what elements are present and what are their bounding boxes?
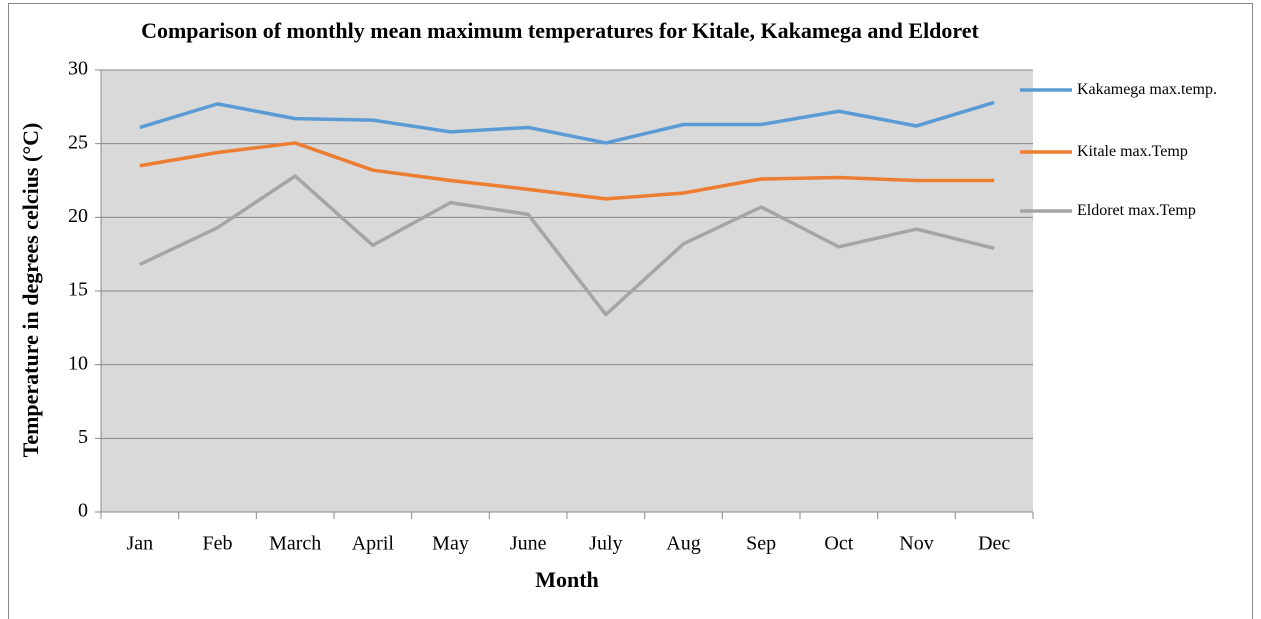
legend-label: Kitale max.Temp <box>1077 143 1188 160</box>
legend-label: Eldoret max.Temp <box>1077 202 1196 219</box>
x-tick-label: Feb <box>203 533 233 555</box>
x-tick-label: Dec <box>978 533 1010 555</box>
line-series <box>139 174 995 317</box>
x-axis-title: Month <box>535 567 599 592</box>
x-tick-label: Nov <box>899 533 933 555</box>
y-tick-label: 30 <box>68 58 88 80</box>
y-tick-label: 25 <box>68 131 88 153</box>
x-tick-label: March <box>269 533 321 555</box>
y-tick-label: 0 <box>78 500 88 522</box>
x-tick-label: Aug <box>666 533 700 555</box>
y-tick-label: 20 <box>68 205 88 227</box>
y-axis-title: Temperature in degrees celcius (°C) <box>18 123 43 458</box>
y-tick-label: 5 <box>78 426 88 448</box>
x-tick-label: Oct <box>824 533 853 555</box>
x-tick-label: April <box>352 533 395 555</box>
x-tick-label: Sep <box>746 533 776 555</box>
y-tick-label: 15 <box>68 279 88 301</box>
line-series <box>139 141 995 201</box>
x-tick-label: July <box>589 533 622 555</box>
y-tick-label: 10 <box>68 352 88 374</box>
x-tick-label: May <box>432 533 469 555</box>
x-tick-label: Jan <box>126 533 153 555</box>
line-series <box>139 100 995 145</box>
legend-label: Kakamega max.temp. <box>1077 81 1217 98</box>
chart-title: Comparison of monthly mean maximum tempe… <box>141 18 979 43</box>
chart-border <box>8 3 1253 619</box>
x-tick-label: June <box>510 533 547 555</box>
